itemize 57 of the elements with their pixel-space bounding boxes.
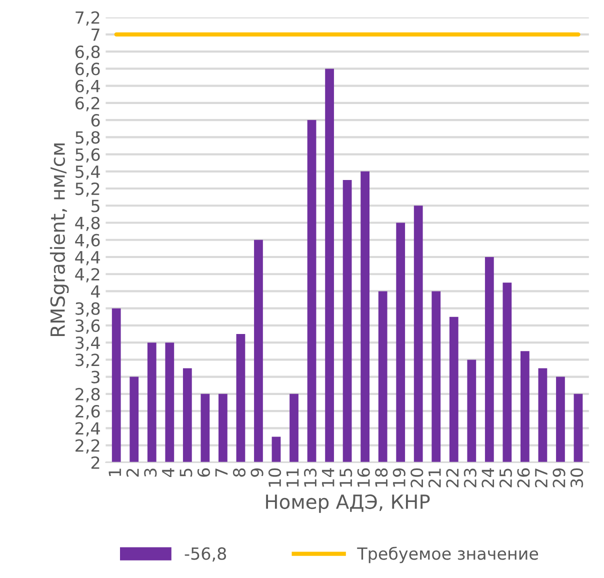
y-tick-label: 3,4: [76, 336, 100, 351]
y-tick-label: 6,8: [76, 46, 100, 60]
x-tick-label: 23: [464, 468, 476, 488]
x-tick-label: 11: [286, 468, 299, 487]
y-tick-label: 2,8: [76, 388, 100, 402]
x-tick-label: 27: [534, 468, 548, 488]
x-tick-label: 19: [392, 468, 406, 487]
x-tick-label: 3: [144, 468, 157, 477]
y-tick-label: 7,2: [76, 11, 100, 26]
legend-label: Требуемое значение: [357, 546, 538, 564]
x-tick-label: 2: [126, 468, 139, 477]
y-tick-label: 3: [92, 370, 100, 384]
x-tick-label: 14: [322, 468, 334, 487]
y-tick-label: 2,2: [76, 439, 100, 454]
y-tick-label: 6,4: [76, 80, 100, 94]
x-tick-label: 6: [197, 468, 210, 477]
y-tick-label: 5,6: [76, 148, 100, 163]
y-tick-label: 2,4: [76, 422, 100, 436]
x-tick-label: 15: [340, 468, 352, 487]
x-tick-label: 10: [268, 468, 282, 487]
y-tick-label: 7: [92, 28, 100, 41]
y-tick-label: 5,8: [76, 131, 100, 146]
y-tick-label: 6,6: [76, 62, 100, 77]
x-tick-label: 7: [215, 468, 228, 476]
x-tick-label: 13: [304, 468, 317, 487]
y-tick-label: 3,6: [76, 319, 100, 334]
x-tick-label: 24: [482, 468, 494, 488]
y-axis-title: RMSgradient, нм/см: [50, 144, 69, 336]
y-tick-label: 4,8: [75, 216, 100, 232]
y-tick-label: 5: [92, 200, 100, 212]
x-tick-label: 20: [410, 468, 424, 488]
y-tick-label: 4: [91, 285, 100, 298]
y-tick-label: 5,2: [76, 182, 100, 197]
x-tick-label: 21: [428, 468, 441, 488]
x-tick-label: 26: [517, 468, 530, 488]
x-axis-title: Номер АДЭ, КНР: [266, 494, 430, 513]
x-tick-label: 1: [108, 468, 121, 476]
y-tick-label: 4,6: [75, 234, 100, 248]
x-tick-label: 30: [570, 468, 584, 488]
x-tick-label: 18: [375, 468, 388, 487]
x-tick-label: 16: [357, 468, 370, 487]
x-tick-label: 29: [552, 468, 566, 488]
y-tick-label: 3,8: [76, 302, 100, 317]
x-tick-label: 9: [250, 468, 264, 477]
y-tick-label: 6: [91, 114, 100, 127]
y-tick-label: 2,6: [76, 405, 100, 420]
y-tick-label: 6,2: [76, 96, 100, 112]
x-tick-label: 25: [499, 468, 512, 488]
y-tick-label: 4,4: [75, 251, 100, 266]
x-tick-label: 5: [180, 468, 192, 477]
x-tick-label: 4: [162, 468, 174, 478]
x-tick-label: 22: [446, 468, 458, 488]
y-tick-label: 4,2: [75, 268, 100, 282]
legend-label: -56,8: [184, 547, 226, 562]
y-tick-label: 5,4: [76, 166, 100, 180]
y-tick-label: 3,2: [76, 354, 100, 368]
x-tick-label: 8: [232, 468, 246, 477]
